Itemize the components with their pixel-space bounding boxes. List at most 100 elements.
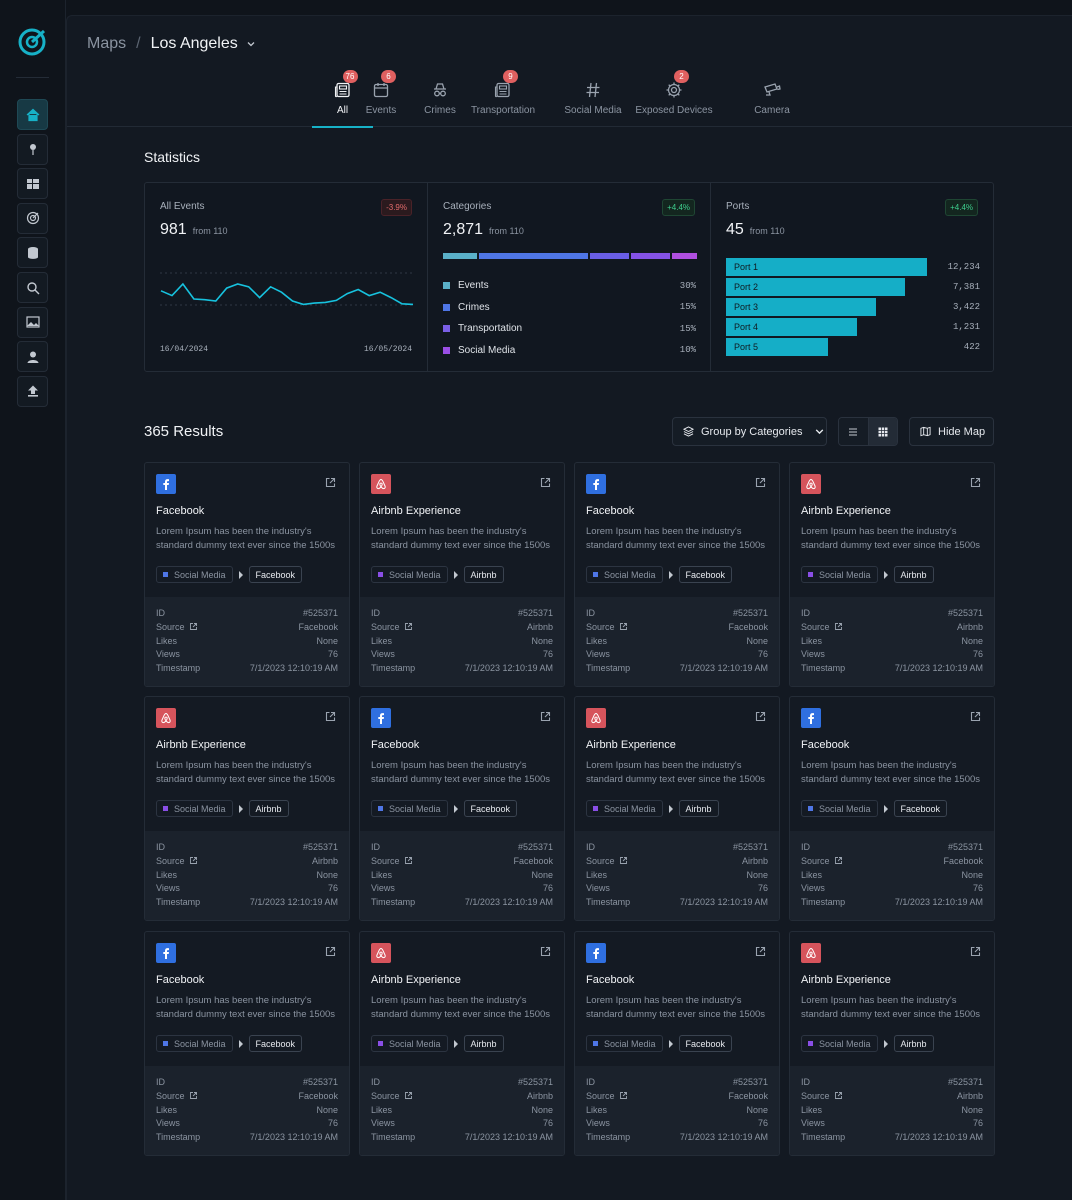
airbnb-logo (801, 943, 821, 963)
external-link-icon[interactable] (619, 623, 627, 631)
source-tag[interactable]: Airbnb (893, 1035, 934, 1052)
external-link-icon[interactable] (755, 711, 766, 722)
nav-user-button[interactable] (17, 341, 48, 373)
external-link-icon[interactable] (970, 477, 981, 488)
tab-exposed-devices[interactable]: 2 Exposed Devices (630, 66, 718, 127)
result-card[interactable]: Facebook Lorem Ipsum has been the industr… (789, 696, 995, 921)
external-link-icon[interactable] (189, 857, 197, 865)
result-card[interactable]: Airbnb Experience Lorem Ipsum has been th… (789, 462, 995, 687)
source-tag[interactable]: Facebook (678, 1035, 733, 1052)
source-tag[interactable]: Facebook (678, 566, 733, 583)
nav-search-button[interactable] (17, 272, 48, 303)
external-link-icon[interactable] (619, 857, 627, 865)
result-card[interactable]: Facebook Lorem Ipsum has been the industr… (144, 462, 350, 687)
list-view-button[interactable] (839, 418, 868, 445)
nav-upload-button[interactable] (17, 375, 48, 407)
hide-map-button[interactable]: Hide Map (909, 417, 994, 446)
tab-social-media[interactable]: Social Media (559, 66, 627, 127)
external-link-icon[interactable] (619, 1092, 627, 1100)
external-link-icon[interactable] (755, 946, 766, 957)
meta-key: Likes (801, 870, 822, 880)
nav-radar-button[interactable] (17, 202, 48, 234)
result-card[interactable]: Airbnb Experience Lorem Ipsum has been th… (789, 931, 995, 1156)
category-tag[interactable]: Social Media (801, 1035, 878, 1052)
external-link-icon[interactable] (189, 623, 197, 631)
external-link-icon[interactable] (325, 946, 336, 957)
nav-images-button[interactable] (17, 306, 48, 338)
tab-crimes[interactable]: Crimes (416, 66, 464, 127)
chevron-down-icon[interactable] (246, 39, 256, 49)
category-tag[interactable]: Social Media (371, 800, 448, 817)
category-tag[interactable]: Social Media (586, 1035, 663, 1052)
nav-location-button[interactable] (17, 133, 48, 165)
category-tag[interactable]: Social Media (586, 566, 663, 583)
category-tag[interactable]: Social Media (156, 800, 233, 817)
tab-camera[interactable]: Camera (747, 66, 797, 127)
result-card[interactable]: Facebook Lorem Ipsum has been the industr… (144, 931, 350, 1156)
external-link-icon[interactable] (755, 477, 766, 488)
airbnb-icon (376, 947, 386, 959)
external-link-icon[interactable] (970, 711, 981, 722)
source-tag[interactable]: Facebook (463, 800, 518, 817)
category-dot (808, 1041, 813, 1046)
external-link-icon[interactable] (540, 946, 551, 957)
nav-home-button[interactable] (17, 99, 48, 130)
source-tag[interactable]: Facebook (248, 1035, 303, 1052)
external-link-icon[interactable] (970, 946, 981, 957)
grid-view-button[interactable] (867, 418, 897, 445)
result-card[interactable]: Facebook Lorem Ipsum has been the industr… (574, 931, 780, 1156)
logo-icon[interactable] (17, 27, 47, 57)
source-tag[interactable]: Facebook (248, 566, 303, 583)
events-series-line (160, 282, 414, 306)
external-link-icon[interactable] (834, 857, 842, 865)
result-card[interactable]: Facebook Lorem Ipsum has been the industr… (574, 462, 780, 687)
external-link-icon[interactable] (404, 623, 412, 631)
tab-events[interactable]: 6 Events (358, 66, 404, 127)
result-card[interactable]: Airbnb Experience Lorem Ipsum has been th… (359, 931, 565, 1156)
nav-dashboard-button[interactable] (17, 168, 48, 200)
source-tag[interactable]: Facebook (893, 800, 948, 817)
breadcrumb-current[interactable]: Los Angeles (150, 35, 238, 52)
result-card[interactable]: Airbnb Experience Lorem Ipsum has been th… (359, 462, 565, 687)
breadcrumb-root[interactable]: Maps (87, 35, 127, 52)
external-link-icon[interactable] (189, 1092, 197, 1100)
meta-value: 7/1/2023 12:10:19 AM (679, 663, 768, 674)
database-icon (27, 246, 38, 259)
facebook-icon (808, 713, 814, 724)
result-card[interactable]: Airbnb Experience Lorem Ipsum has been th… (144, 696, 350, 921)
external-link-icon[interactable] (540, 477, 551, 488)
meta-key: Views (801, 1118, 825, 1128)
category-tag[interactable]: Social Media (801, 800, 878, 817)
card-tags: Social Media Airbnb (586, 800, 719, 817)
external-link-icon[interactable] (325, 711, 336, 722)
external-link-icon[interactable] (404, 1092, 412, 1100)
external-link-icon[interactable] (404, 857, 412, 865)
external-link-icon[interactable] (834, 623, 842, 631)
category-tag[interactable]: Social Media (371, 1035, 448, 1052)
group-by-button[interactable]: Group by Categories (672, 417, 827, 446)
external-link-icon[interactable] (540, 711, 551, 722)
meta-value: None (531, 1104, 553, 1115)
external-link-icon[interactable] (834, 1092, 842, 1100)
nav-database-button[interactable] (17, 237, 48, 269)
source-tag[interactable]: Airbnb (463, 1035, 504, 1052)
source-tag[interactable]: Airbnb (463, 566, 504, 583)
tab-all[interactable]: 76 All (312, 66, 373, 128)
meta-key-label: Views (156, 883, 180, 894)
category-tag[interactable]: Social Media (156, 566, 233, 583)
external-link-icon[interactable] (325, 477, 336, 488)
source-tag[interactable]: Airbnb (678, 800, 719, 817)
category-tag[interactable]: Social Media (586, 800, 663, 817)
source-tag[interactable]: Airbnb (248, 800, 289, 817)
result-card[interactable]: Airbnb Experience Lorem Ipsum has been th… (574, 696, 780, 921)
category-tag[interactable]: Social Media (371, 566, 448, 583)
result-card[interactable]: Facebook Lorem Ipsum has been the industr… (359, 696, 565, 921)
meta-key-label: Views (801, 883, 825, 894)
tab-transportation[interactable]: 9 Transportation (466, 66, 540, 127)
meta-key-label: Timestamp (586, 897, 631, 908)
port-bar: Port 2 (726, 278, 906, 296)
chevron-down-icon (815, 429, 823, 435)
source-tag[interactable]: Airbnb (893, 566, 934, 583)
category-tag[interactable]: Social Media (801, 566, 878, 583)
category-tag[interactable]: Social Media (156, 1035, 233, 1052)
